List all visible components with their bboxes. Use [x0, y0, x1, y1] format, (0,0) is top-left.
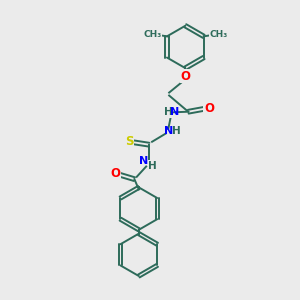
- Text: O: O: [204, 102, 214, 115]
- Text: N: N: [139, 157, 148, 166]
- Text: H: H: [164, 107, 172, 117]
- Text: CH₃: CH₃: [143, 30, 161, 39]
- Text: CH₃: CH₃: [209, 30, 227, 39]
- Text: N: N: [170, 107, 179, 117]
- Text: H: H: [172, 126, 181, 136]
- Text: N: N: [164, 126, 173, 136]
- Text: S: S: [125, 135, 134, 148]
- Text: H: H: [148, 161, 157, 171]
- Text: O: O: [110, 167, 120, 180]
- Text: O: O: [180, 70, 190, 83]
